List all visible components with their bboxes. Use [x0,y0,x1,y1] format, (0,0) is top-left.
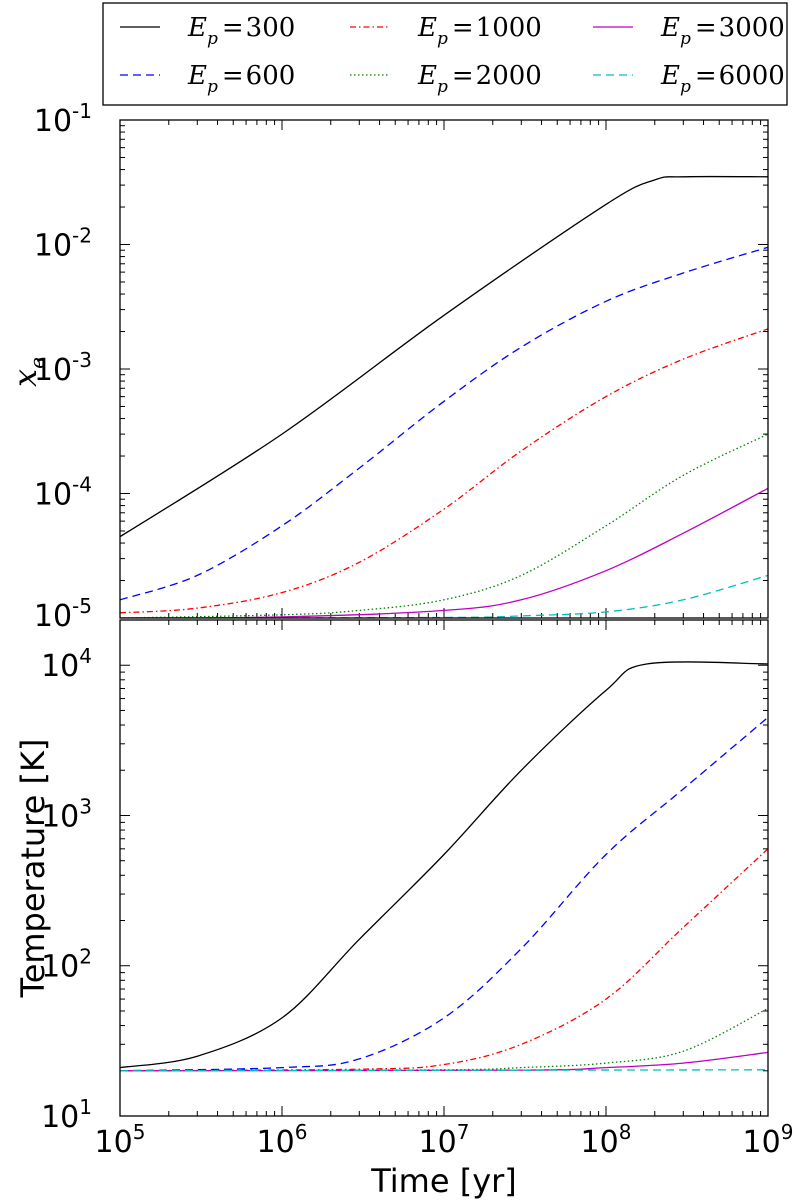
x-tick-label: 106 [257,1120,308,1160]
series-line [120,661,768,1069]
y-tick-label: 10-2 [34,224,92,264]
series-group [120,175,768,618]
x-axis-label: Time [yr] [370,1162,517,1200]
series-line [120,246,768,601]
series-line [120,574,768,618]
legend-label: Ep =1000 [417,13,542,49]
legend-frame [102,2,788,106]
legend-item: Ep =6000 [593,61,785,97]
series-line [120,1051,768,1072]
legend-item: Ep =3000 [593,13,785,49]
legend-label: Ep =2000 [417,61,542,97]
x-tick-label: 109 [743,1120,794,1160]
y-tick-label: 104 [41,644,92,684]
legend: Ep =300 Ep =600 Ep =1000 Ep =2000 Ep =3000 Ep =6000 [102,2,788,106]
y-tick-label: 10-4 [34,473,92,513]
legend-item: Ep =2000 [350,61,542,97]
legend-item: Ep =1000 [350,13,542,49]
y-tick-label: 10-5 [34,594,92,634]
x-tick-label: 105 [95,1120,146,1160]
y-tick-label: 10-3 [34,348,92,388]
plot-frame [119,119,769,619]
series-group [120,661,768,1072]
series-line [120,487,768,618]
top-panel: 10-5 10-4 10-3 10-2 10-1 [34,99,769,634]
y-tick-label: 102 [41,945,92,985]
series-line [120,175,768,538]
bottom-panel: 105 106 107 108 109 101 102 103 104 [41,619,794,1160]
legend-item: Ep =300 [120,13,295,49]
y-tick-label: 10-1 [34,99,92,139]
x-tick-label: 108 [581,1120,632,1160]
series-line [120,328,768,614]
bottom-panel-y-axis-label: Temperature [K] [14,739,52,999]
legend-label: Ep =6000 [660,61,785,97]
y-tick-label: 103 [41,794,92,834]
legend-label: Ep =3000 [660,13,785,49]
series-line [120,848,768,1072]
plot-frame [119,619,769,1117]
legend-label: Ep =600 [187,61,295,97]
legend-label: Ep =300 [187,13,295,49]
series-line [120,433,768,618]
series-line [120,1007,768,1072]
y-tick-label: 101 [41,1095,92,1135]
x-tick-label: 107 [419,1120,470,1160]
top-panel-y-axis-label: xe [6,357,49,387]
series-line [120,716,768,1072]
legend-item: Ep =600 [120,61,295,97]
